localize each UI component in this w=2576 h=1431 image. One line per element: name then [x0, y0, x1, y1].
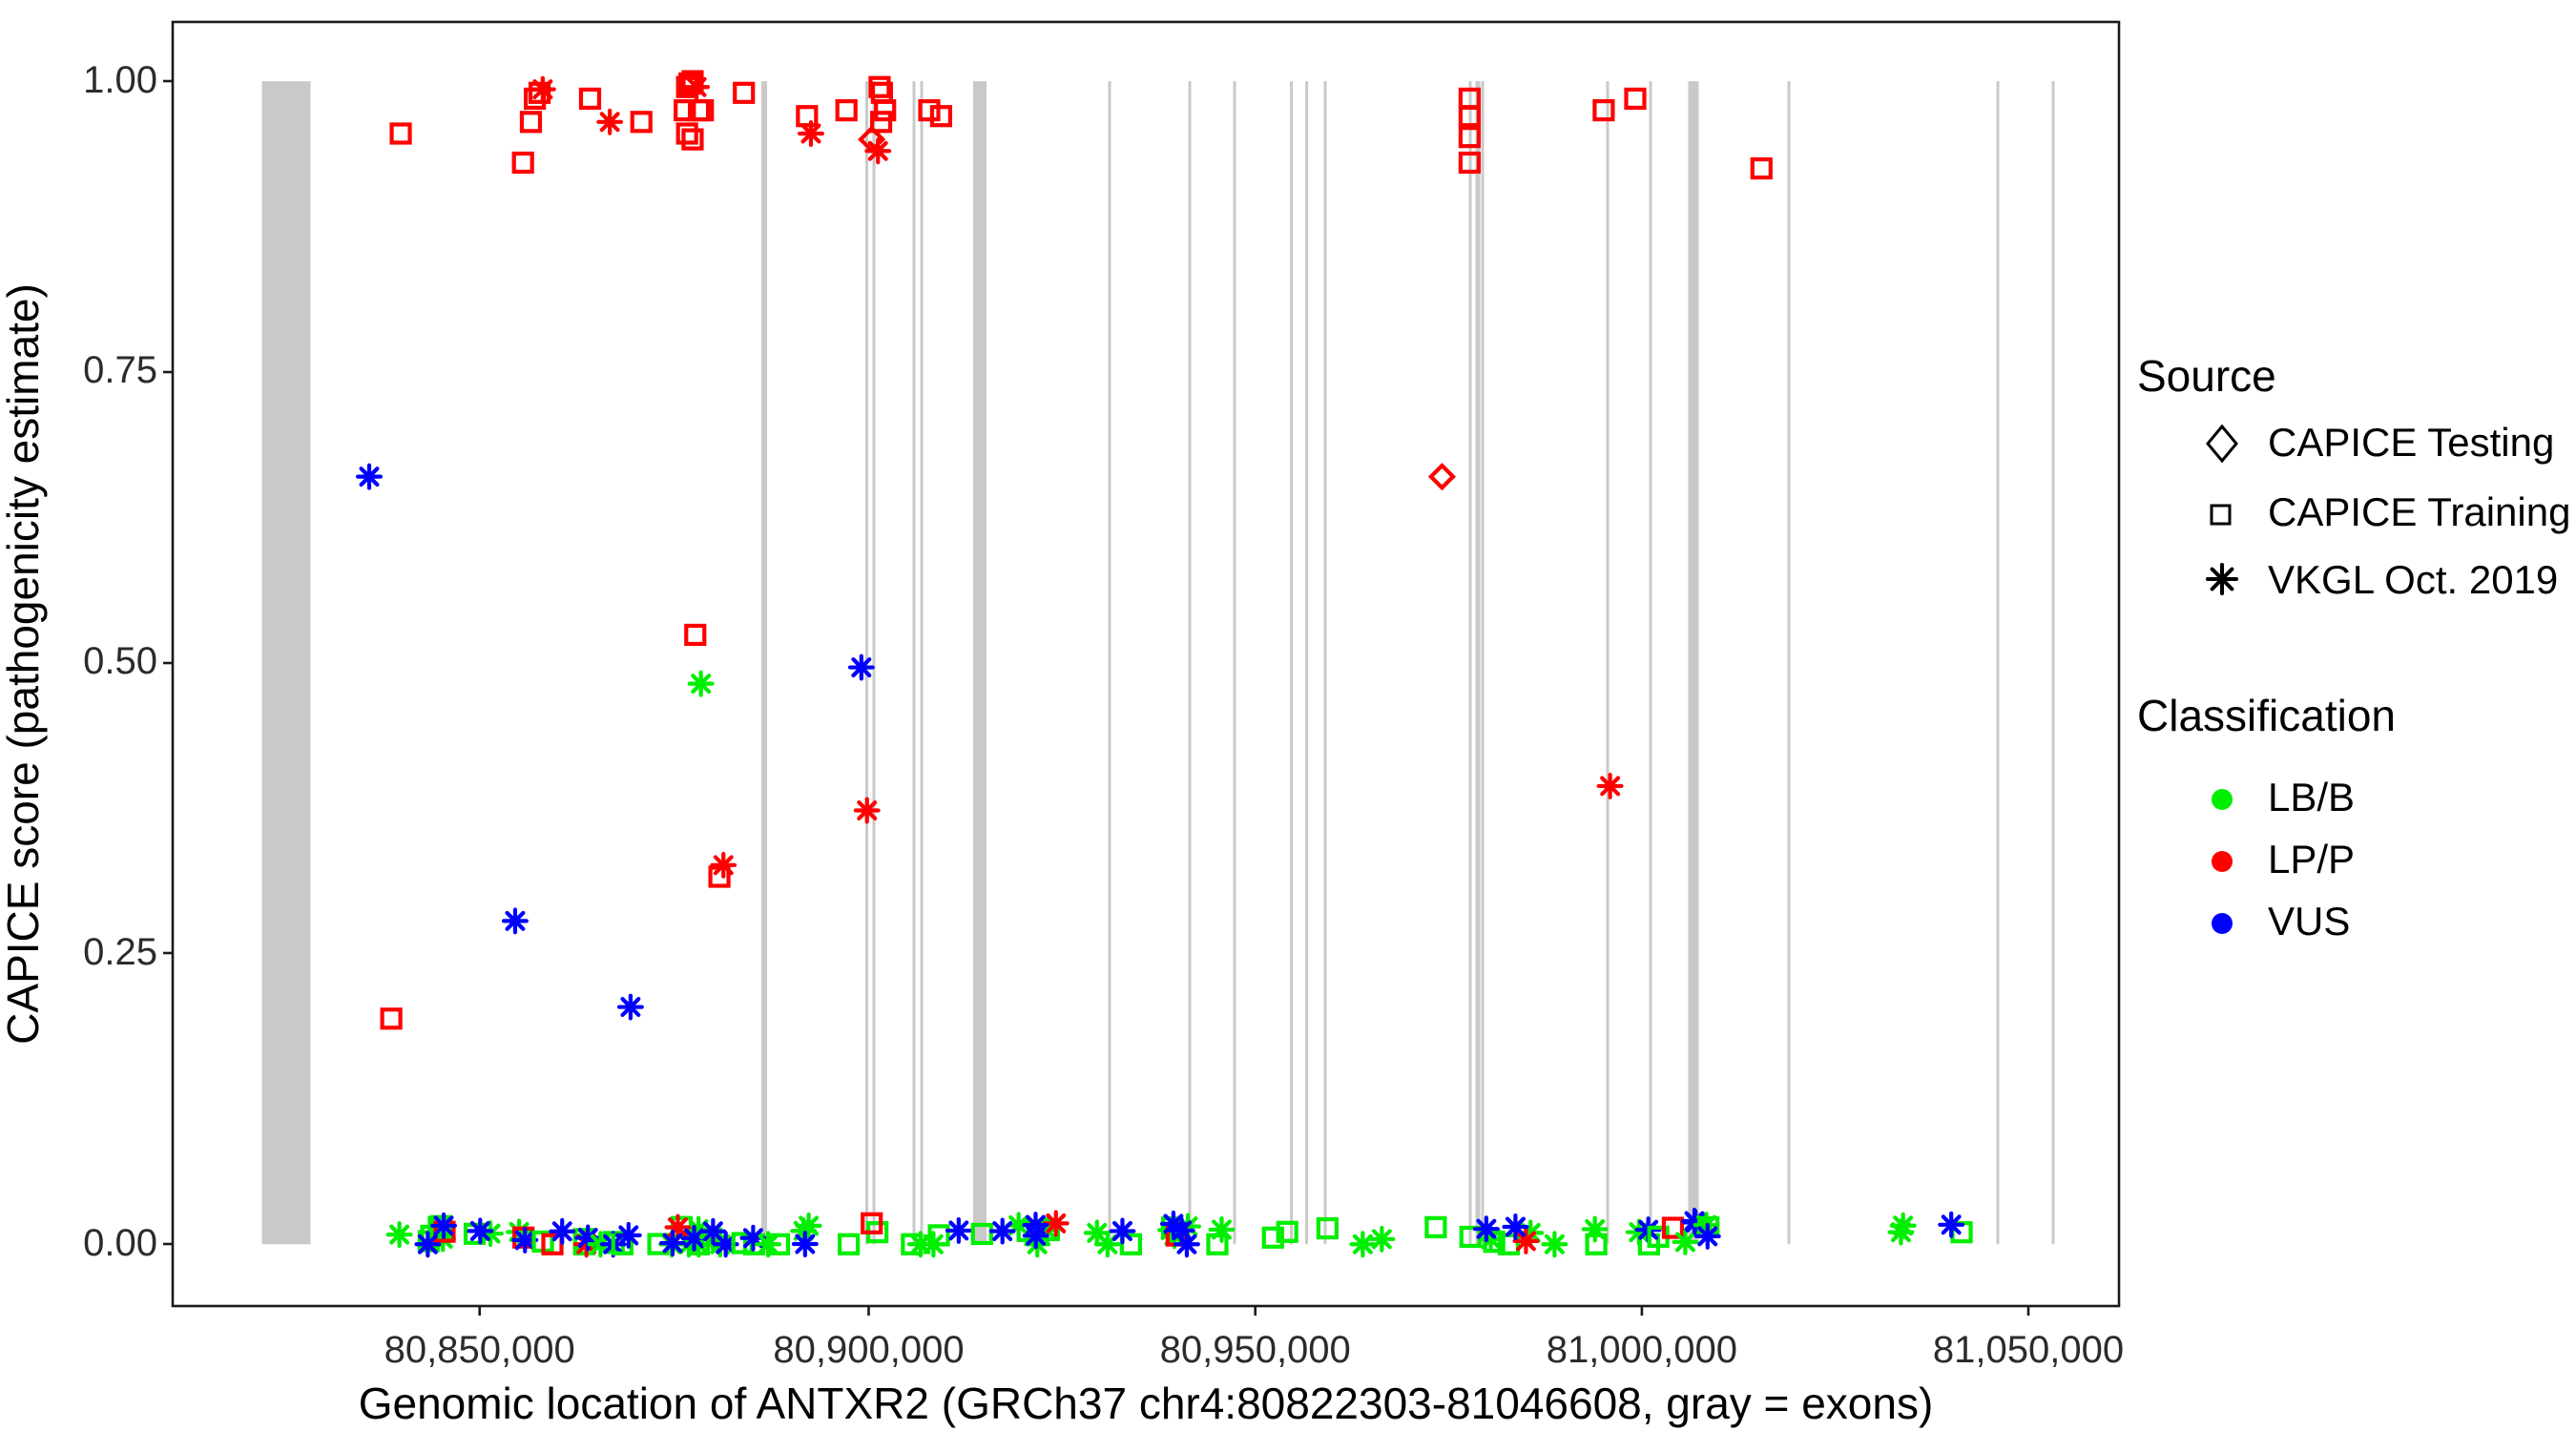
svg-text:CAPICE Training: CAPICE Training	[2268, 489, 2570, 534]
svg-text:VUS: VUS	[2268, 899, 2350, 944]
svg-text:0.00: 0.00	[83, 1222, 157, 1264]
svg-text:81,050,000: 81,050,000	[1933, 1329, 2124, 1371]
svg-text:VKGL Oct. 2019: VKGL Oct. 2019	[2268, 557, 2558, 602]
svg-text:80,900,000: 80,900,000	[773, 1329, 964, 1371]
svg-text:1.00: 1.00	[83, 59, 157, 101]
svg-text:0.50: 0.50	[83, 640, 157, 682]
svg-text:LP/P: LP/P	[2268, 837, 2355, 881]
svg-text:Source: Source	[2137, 351, 2276, 401]
svg-text:Genomic location of ANTXR2 (GR: Genomic location of ANTXR2 (GRCh37 chr4:…	[359, 1379, 1934, 1428]
svg-text:0.75: 0.75	[83, 349, 157, 391]
svg-text:80,950,000: 80,950,000	[1160, 1329, 1351, 1371]
svg-text:Classification: Classification	[2137, 691, 2396, 740]
svg-text:CAPICE Testing: CAPICE Testing	[2268, 420, 2554, 465]
svg-text:CAPICE score (pathogenicity es: CAPICE score (pathogenicity estimate)	[0, 283, 48, 1045]
svg-text:LB/B: LB/B	[2268, 775, 2355, 819]
svg-text:0.25: 0.25	[83, 931, 157, 973]
svg-text:80,850,000: 80,850,000	[384, 1329, 575, 1371]
svg-text:81,000,000: 81,000,000	[1547, 1329, 1737, 1371]
